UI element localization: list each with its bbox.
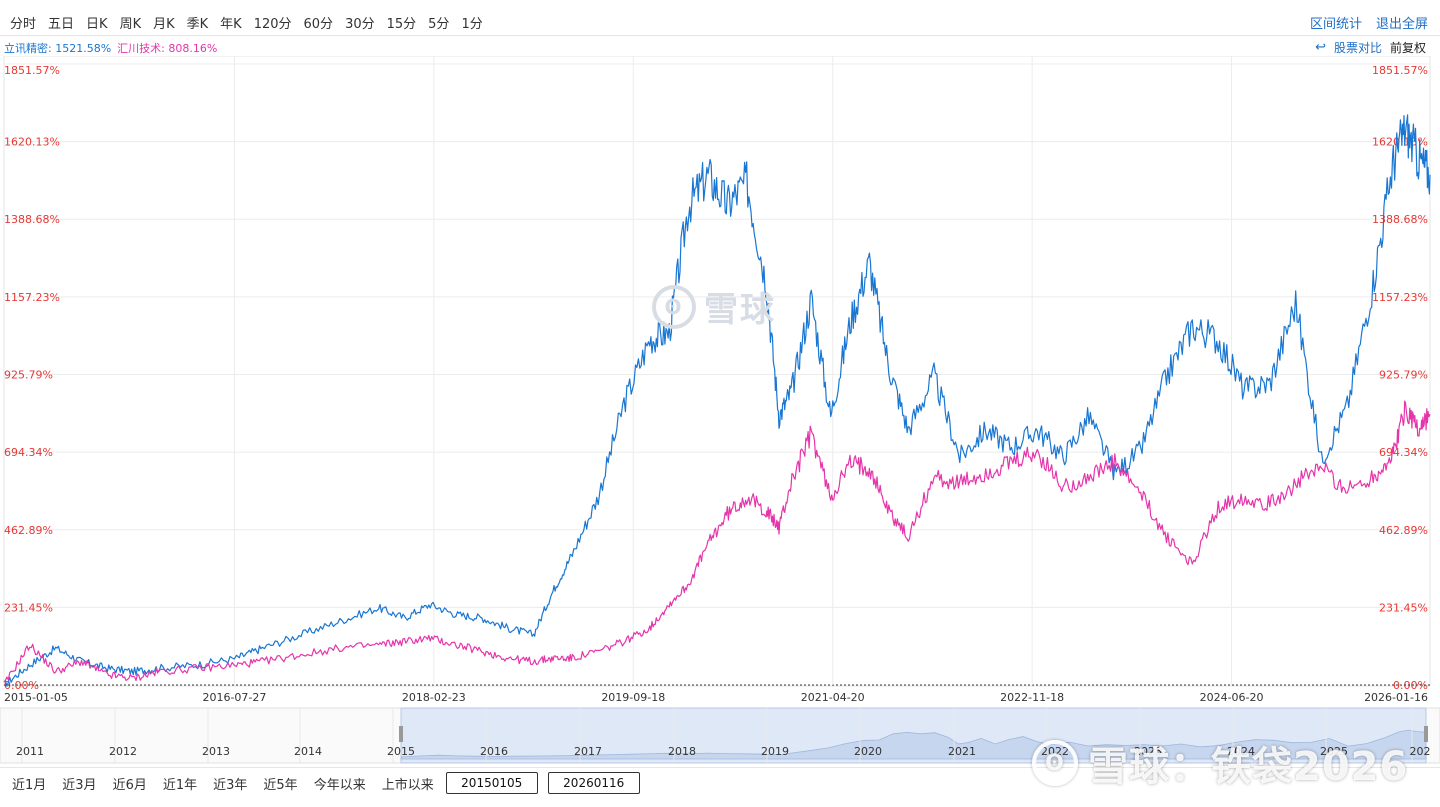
- navigator-right-handle[interactable]: [1424, 726, 1428, 742]
- legend-series-2: 汇川技术: 808.16%: [117, 42, 218, 55]
- period-toolbar: 分时 五日 日K 周K 月K 季K 年K 120分 60分 30分 15分 5分 1分: [0, 8, 1440, 36]
- navigator-year-label: 2025: [1320, 745, 1348, 758]
- period-tab[interactable]: 1分: [461, 16, 483, 32]
- navigator-area: [400, 729, 1427, 760]
- navigator-year-label: 2012: [109, 745, 137, 758]
- period-tab[interactable]: 60分: [303, 16, 334, 32]
- toolbar-divider: [0, 35, 1440, 36]
- period-tab[interactable]: 日K: [86, 16, 108, 32]
- period-tab[interactable]: 月K: [153, 16, 175, 32]
- period-tab[interactable]: 120分: [253, 16, 292, 32]
- y-tick-label-right: 0.00%: [1393, 679, 1428, 692]
- plot-frame: [3, 56, 1431, 687]
- compare-tools: ↩ 股票对比 前复权: [1315, 39, 1426, 56]
- x-tick-label: 2026-01-16: [1364, 691, 1428, 704]
- period-tab[interactable]: 15分: [386, 16, 417, 32]
- end-date-input[interactable]: [547, 772, 640, 794]
- navigator-left-handle[interactable]: [399, 726, 403, 742]
- y-tick-label-right: 1157.23%: [1372, 291, 1428, 304]
- range-option[interactable]: 近3月: [62, 777, 97, 793]
- period-tab[interactable]: 五日: [48, 16, 75, 32]
- y-tick-label-left: 462.89%: [4, 524, 53, 537]
- range-option[interactable]: 今年以来: [313, 777, 366, 793]
- y-tick-label-left: 925.79%: [4, 368, 53, 381]
- series-legend: 立讯精密: 1521.58% 汇川技术: 808.16%: [4, 40, 217, 56]
- navigator-year-label: 2017: [574, 745, 602, 758]
- range-option[interactable]: 近1年: [162, 777, 198, 793]
- series-line-2: [3, 400, 1431, 683]
- navigator-year-label: 2011: [16, 745, 44, 758]
- range-option[interactable]: 近6月: [112, 777, 147, 793]
- brand-logo-icon: ʘ: [1032, 740, 1078, 786]
- x-tick-label: 2016-07-27: [202, 691, 266, 704]
- navigator-year-label: 2013: [202, 745, 230, 758]
- x-tick-label: 2021-04-20: [801, 691, 865, 704]
- y-tick-label-right: 1851.57%: [1372, 64, 1428, 77]
- y-tick-label-right: 694.34%: [1379, 446, 1428, 459]
- y-tick-label-left: 1388.68%: [4, 213, 60, 226]
- navigator-year-label: 2018: [668, 745, 696, 758]
- navigator-year-label: 2015: [387, 745, 415, 758]
- start-date-input[interactable]: [445, 772, 538, 794]
- center-watermark: ʘ 雪球: [652, 282, 776, 331]
- snowball-logo-icon: ʘ: [652, 284, 696, 329]
- price-chart[interactable]: 1851.57% 1851.57%1620.13% 1620.13%1388.68%…: [0, 56, 1440, 768]
- range-option[interactable]: 近3年: [213, 777, 248, 793]
- navigator-year-label: 2019: [761, 745, 789, 758]
- navigator-year-label: 2014: [294, 745, 322, 758]
- undo-icon[interactable]: ↩: [1315, 40, 1326, 55]
- x-tick-label: 2019-09-18: [601, 691, 665, 704]
- period-tab[interactable]: 5分: [428, 16, 450, 32]
- navigator-year-label: 2020: [854, 745, 882, 758]
- legend-series-1: 立讯精密: 1521.58%: [4, 42, 112, 55]
- range-option[interactable]: 近1月: [12, 777, 47, 793]
- y-tick-label-right: 231.45%: [1379, 601, 1428, 614]
- series-line-1: [3, 114, 1431, 687]
- x-tick-label: 2024-06-20: [1200, 691, 1264, 704]
- range-option[interactable]: 上市以来: [381, 777, 434, 793]
- period-tab[interactable]: 年K: [220, 16, 242, 32]
- x-tick-label: 2022-11-18: [1000, 691, 1064, 704]
- adjust-mode-button[interactable]: 前复权: [1389, 41, 1426, 55]
- period-tab[interactable]: 分时: [10, 16, 37, 32]
- y-tick-label-left: 1620.13%: [4, 136, 60, 149]
- bottom-divider: [0, 767, 1440, 768]
- period-tab[interactable]: 30分: [345, 16, 375, 32]
- brand-watermark-text: 雪球：铁袋2026: [1088, 744, 1409, 790]
- y-tick-label-left: 231.45%: [4, 601, 53, 614]
- navigator-year-label: 2024: [1227, 745, 1255, 758]
- y-tick-label-left: 1851.57%: [4, 64, 60, 77]
- interval-stats-button[interactable]: 区间统计: [1309, 17, 1362, 32]
- exit-fullscreen-button[interactable]: 退出全屏: [1375, 17, 1428, 32]
- navigator-year-label: 2023: [1134, 745, 1162, 758]
- period-tab[interactable]: 周K: [119, 16, 142, 32]
- top-right-actions: 区间统计 退出全屏: [1310, 13, 1428, 32]
- navigator-year-label: 2021: [948, 745, 976, 758]
- y-tick-label-right: 462.89%: [1379, 524, 1428, 537]
- period-tab[interactable]: 季K: [186, 16, 209, 32]
- y-tick-label-left: 1157.23%: [4, 291, 60, 304]
- range-option[interactable]: 近5年: [263, 777, 298, 793]
- x-tick-label: 2018-02-23: [402, 691, 466, 704]
- y-tick-label-right: 925.79%: [1379, 368, 1428, 381]
- navigator-year-label: 202: [1410, 745, 1431, 758]
- range-toolbar: 近1月 近3月 近6月 近1年 近3年 近5年 今年以来 上市以来: [0, 770, 1440, 796]
- y-tick-label-right: 1388.68%: [1372, 213, 1428, 226]
- x-tick-label: 2015-01-05: [4, 691, 68, 704]
- brand-watermark: ʘ 雪球：铁袋2026: [1032, 734, 1408, 792]
- center-watermark-text: 雪球: [704, 290, 776, 330]
- stock-compare-button[interactable]: 股票对比: [1333, 41, 1382, 55]
- navigator-year-label: 2016: [480, 745, 508, 758]
- y-tick-label-left: 694.34%: [4, 446, 53, 459]
